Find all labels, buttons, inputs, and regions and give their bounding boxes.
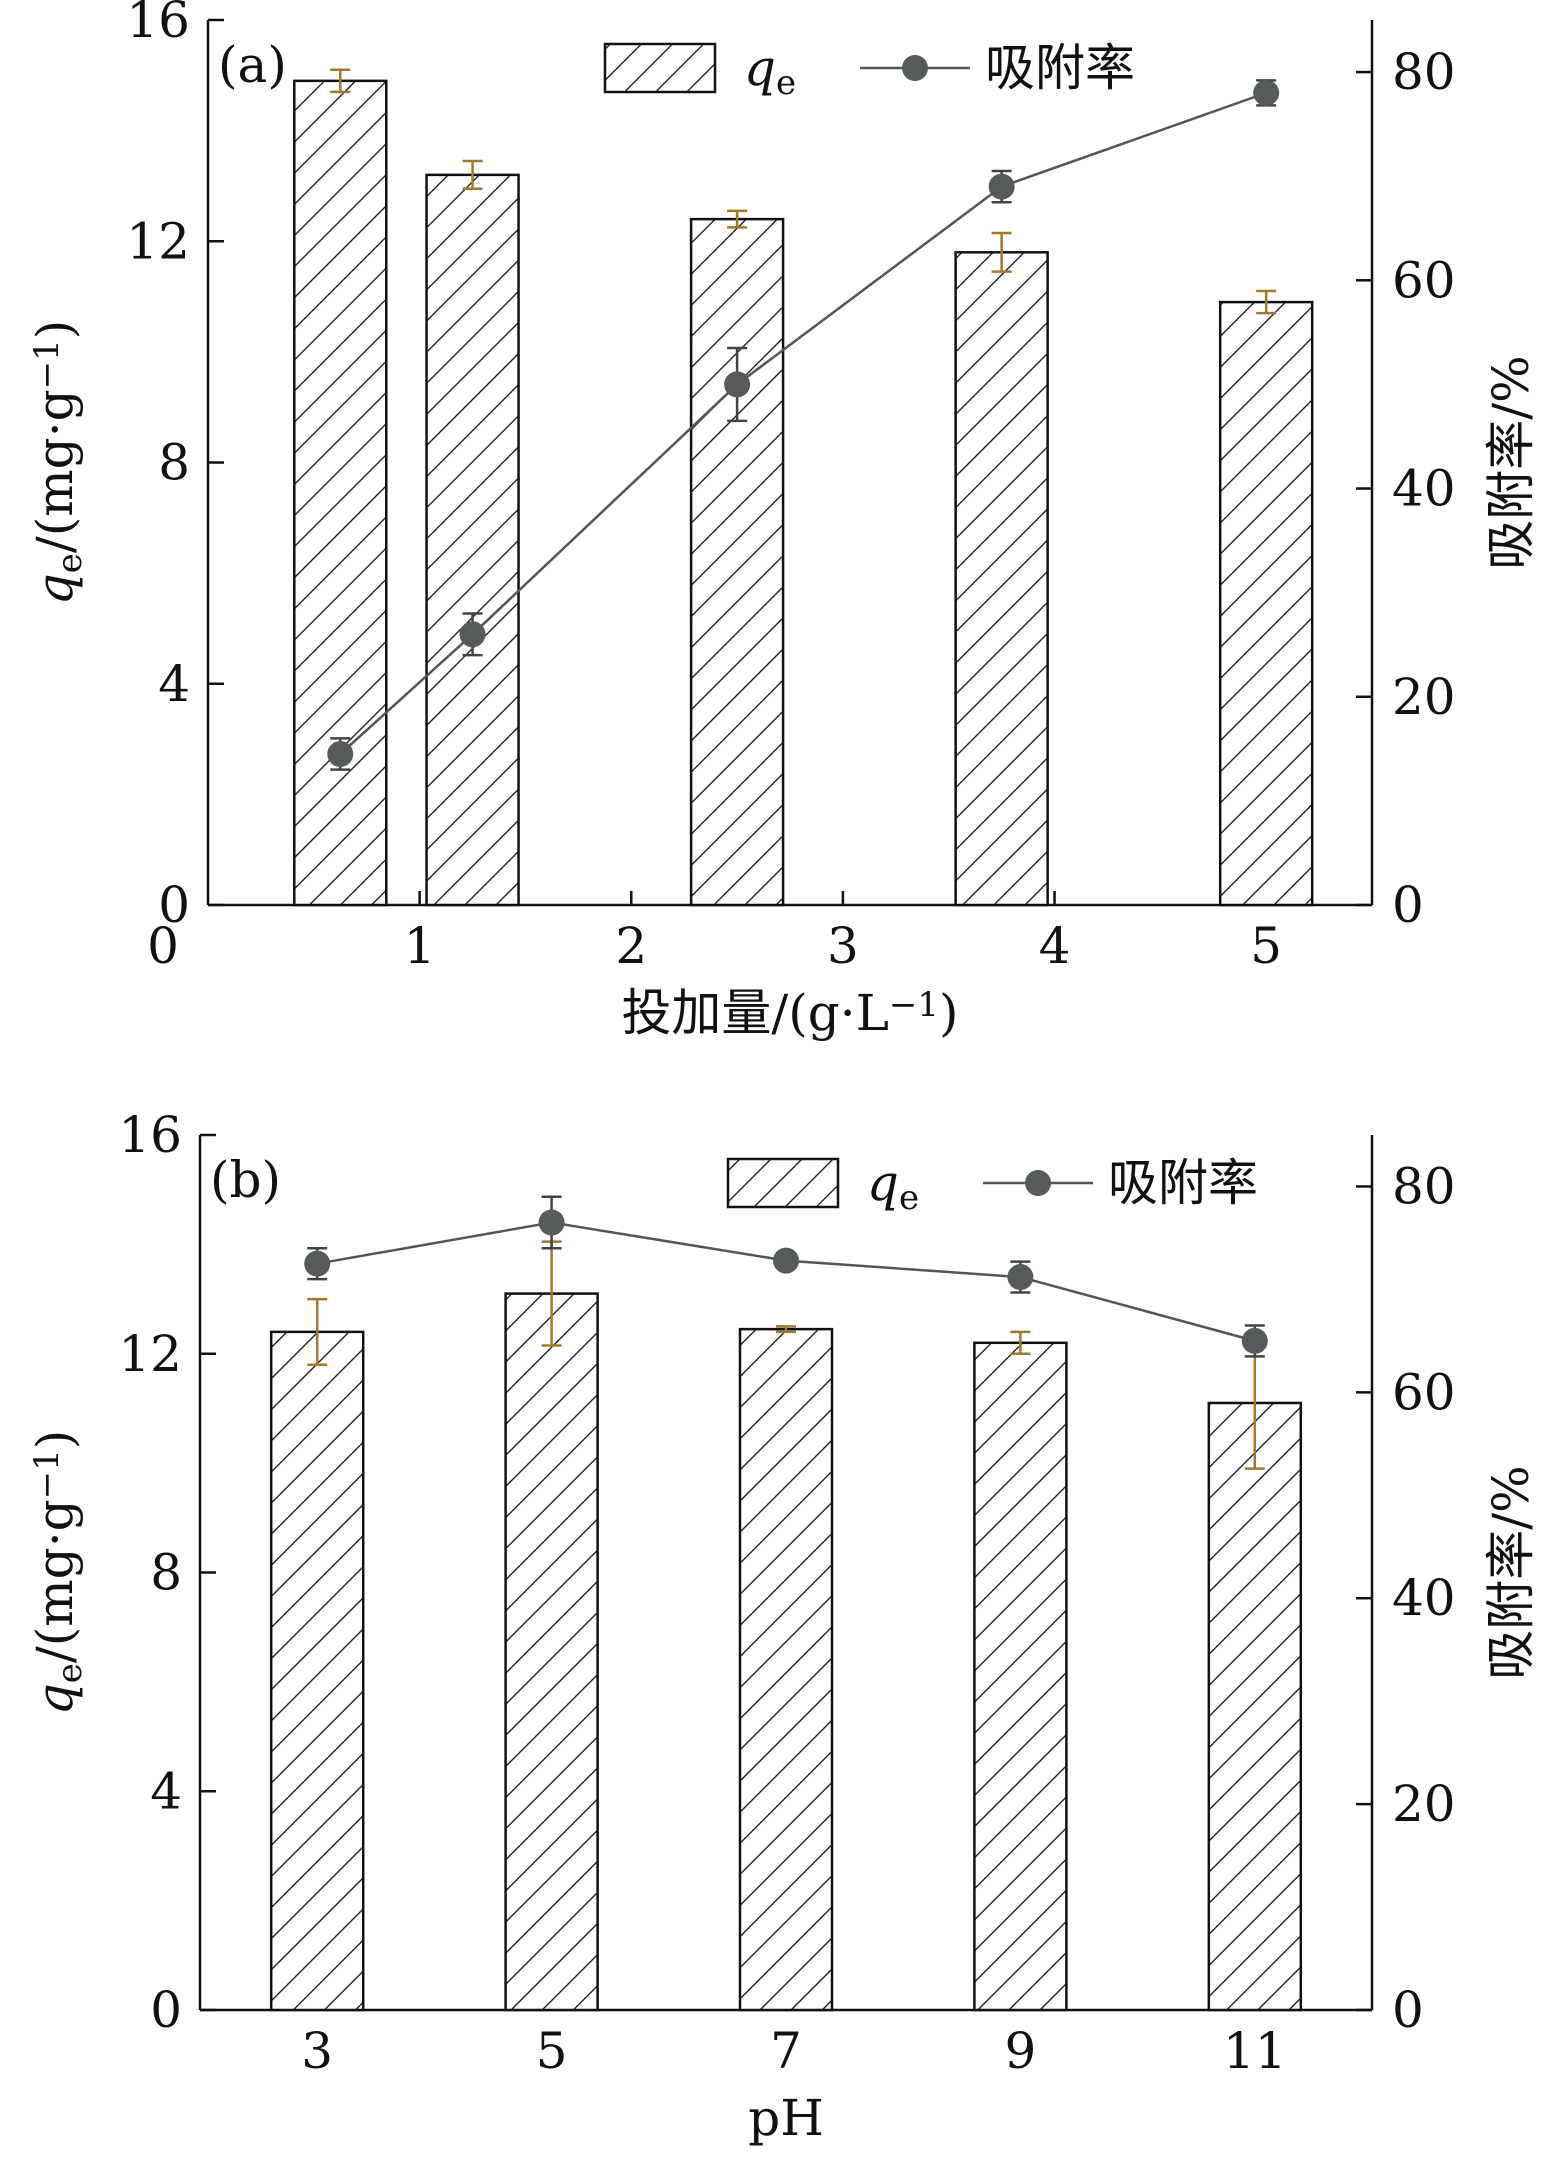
legend-bar-label: qe	[867, 1154, 919, 1218]
x-tick-label: 0	[147, 917, 179, 975]
bar	[738, 1327, 834, 2012]
right-tick-label: 40	[1392, 1569, 1456, 1627]
y-axis-left-label: qe/(mg·g−1)	[26, 320, 90, 605]
x-tick-label: 5	[536, 2022, 568, 2080]
right-tick-label: 60	[1392, 251, 1456, 309]
legend-bar-swatch	[726, 1157, 840, 1209]
x-axis-label: 投加量/(g·L−1)	[621, 984, 958, 1042]
legend-marker	[902, 55, 928, 81]
right-tick-label: 0	[1392, 876, 1424, 934]
left-tick-label: 4	[150, 1762, 182, 1820]
right-tick-label: 80	[1392, 43, 1456, 101]
rate-point	[304, 1250, 331, 1277]
rate-point	[327, 741, 354, 768]
bar	[1218, 300, 1314, 907]
y-axis-left-label: qe/(mg·g−1)	[26, 1430, 90, 1715]
rate-point	[538, 1209, 565, 1236]
rate-point	[459, 621, 486, 648]
rate-point	[988, 173, 1015, 200]
x-tick-label: 1	[404, 917, 436, 975]
adsorption-rate-line	[316, 1221, 1256, 1343]
bar	[425, 173, 520, 907]
bar	[269, 1330, 365, 2012]
left-tick-label: 8	[150, 1544, 182, 1602]
right-tick-label: 40	[1392, 460, 1456, 518]
rate-point	[773, 1247, 799, 1274]
left-tick-label: 12	[126, 212, 190, 270]
left-tick-label: 12	[118, 1325, 182, 1383]
bar	[504, 1292, 599, 2012]
bar	[1207, 1401, 1303, 2012]
right-tick-label: 60	[1392, 1363, 1456, 1421]
legend-line-label: 吸附率	[1108, 1154, 1258, 1212]
x-tick-label: 7	[770, 2022, 802, 2080]
x-tick-label: 9	[1004, 2022, 1036, 2080]
rate-point	[1241, 1327, 1268, 1354]
left-tick-label: 4	[158, 655, 190, 713]
legend-marker	[1025, 1170, 1051, 1196]
x-tick-label: 2	[615, 917, 647, 975]
chart-panel-b: 0 4 8 12 16 0 20 40 60 80 3 5 7 9 11 (b) qe 吸附率 pH qe/(mg·g…	[26, 1106, 1540, 2147]
panel-label: (b)	[210, 1151, 281, 1209]
right-tick-label: 80	[1392, 1157, 1456, 1215]
bar	[954, 251, 1049, 907]
rate-point	[724, 371, 751, 398]
left-tick-label: 0	[150, 1981, 182, 2039]
right-tick-label: 20	[1392, 1775, 1456, 1833]
left-tick-label: 8	[158, 434, 190, 492]
x-tick-label: 4	[1039, 917, 1071, 975]
legend-bar-swatch	[603, 42, 717, 94]
x-axis-label: pH	[748, 2089, 824, 2147]
left-tick-label: 0	[158, 876, 190, 934]
panel-label: (a)	[218, 36, 287, 94]
legend-bar-label: qe	[744, 39, 796, 103]
right-tick-label: 20	[1392, 668, 1456, 726]
right-tick-label: 0	[1392, 1981, 1424, 2039]
x-tick-label: 5	[1250, 917, 1282, 975]
legend-line-label: 吸附率	[985, 39, 1135, 97]
left-tick-label: 16	[118, 1106, 182, 1164]
left-tick-label: 16	[126, 0, 190, 49]
bar	[973, 1341, 1068, 2012]
y-axis-right-label: 吸附率/%	[1482, 355, 1540, 569]
bar	[689, 217, 785, 907]
x-tick-label: 3	[827, 917, 859, 975]
bar	[293, 79, 388, 907]
x-tick-label: 11	[1223, 2022, 1287, 2080]
rate-point	[1007, 1264, 1034, 1291]
rate-point	[1253, 79, 1280, 106]
y-axis-right-label: 吸附率/%	[1482, 1465, 1540, 1679]
x-tick-label: 3	[301, 2022, 333, 2080]
